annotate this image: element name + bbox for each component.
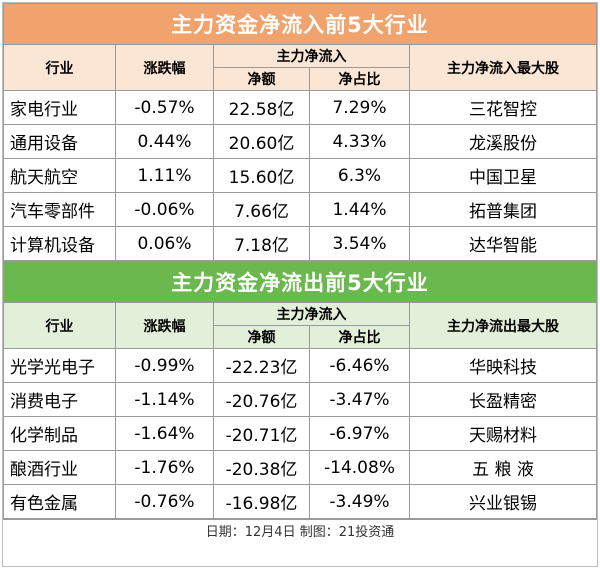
amount-cell: 7.66亿	[213, 192, 310, 227]
industry-cell: 汽车零部件	[3, 192, 116, 227]
table-row: 有色金属 -0.76% -16.98亿 -3.49% 兴业银锡	[3, 484, 597, 519]
change-cell: -1.76%	[115, 450, 214, 485]
table-row: 通用设备 0.44% 20.60亿 4.33% 龙溪股份	[3, 124, 597, 159]
industry-cell: 酿酒行业	[3, 450, 116, 485]
change-cell: -0.57%	[115, 90, 214, 125]
inflow-header-change: 涨跌幅	[115, 44, 214, 91]
change-cell: -1.64%	[115, 416, 214, 451]
industry-cell: 光学光电子	[3, 348, 116, 383]
stock-cell: 兴业银锡	[409, 484, 597, 519]
change-cell: -0.76%	[115, 484, 214, 519]
ratio-cell: -3.47%	[309, 382, 410, 417]
ratio-cell: -6.46%	[309, 348, 410, 383]
inflow-header-ratio: 净占比	[309, 67, 410, 91]
amount-cell: -20.71亿	[213, 416, 310, 451]
amount-cell: 20.60亿	[213, 124, 310, 159]
change-cell: 1.11%	[115, 158, 214, 193]
table-row: 消费电子 -1.14% -20.76亿 -3.47% 长盈精密	[3, 382, 597, 417]
ratio-cell: 1.44%	[309, 192, 410, 227]
outflow-title: 主力资金净流出前5大行业	[3, 261, 597, 303]
change-cell: -1.14%	[115, 382, 214, 417]
industry-cell: 通用设备	[3, 124, 116, 159]
ratio-cell: 4.33%	[309, 124, 410, 159]
industry-cell: 计算机设备	[3, 226, 116, 261]
ratio-cell: 7.29%	[309, 90, 410, 125]
stock-cell: 天赐材料	[409, 416, 597, 451]
amount-cell: -22.23亿	[213, 348, 310, 383]
table-row: 航天航空 1.11% 15.60亿 6.3% 中国卫星	[3, 158, 597, 193]
stock-cell: 龙溪股份	[409, 124, 597, 159]
amount-cell: -20.38亿	[213, 450, 310, 485]
industry-cell: 航天航空	[3, 158, 116, 193]
industry-cell: 消费电子	[3, 382, 116, 417]
stock-cell: 长盈精密	[409, 382, 597, 417]
industry-cell: 有色金属	[3, 484, 116, 519]
table-row: 酿酒行业 -1.76% -20.38亿 -14.08% 五 粮 液	[3, 450, 597, 485]
amount-cell: 22.58亿	[213, 90, 310, 125]
stock-cell: 华映科技	[409, 348, 597, 383]
table-row: 家电行业 -0.57% 22.58亿 7.29% 三花智控	[3, 90, 597, 125]
table-row: 汽车零部件 -0.06% 7.66亿 1.44% 拓普集团	[3, 192, 597, 227]
stock-cell: 达华智能	[409, 226, 597, 261]
table-row: 光学光电子 -0.99% -22.23亿 -6.46% 华映科技	[3, 348, 597, 383]
amount-cell: -16.98亿	[213, 484, 310, 519]
inflow-header-top-stock: 主力净流入最大股	[409, 44, 597, 91]
ratio-cell: 6.3%	[309, 158, 410, 193]
stock-cell: 三花智控	[409, 90, 597, 125]
inflow-header-industry: 行业	[3, 44, 116, 91]
inflow-header-amount: 净额	[213, 67, 310, 91]
amount-cell: 7.18亿	[213, 226, 310, 261]
stock-cell: 五 粮 液	[409, 450, 597, 485]
industry-cell: 家电行业	[3, 90, 116, 125]
ratio-cell: 3.54%	[309, 226, 410, 261]
outflow-header-change: 涨跌幅	[115, 302, 214, 349]
inflow-header-group: 主力净流入	[213, 44, 410, 68]
outflow-header-ratio: 净占比	[309, 325, 410, 349]
amount-cell: 15.60亿	[213, 158, 310, 193]
stock-cell: 拓普集团	[409, 192, 597, 227]
change-cell: 0.44%	[115, 124, 214, 159]
amount-cell: -20.76亿	[213, 382, 310, 417]
industry-cell: 化学制品	[3, 416, 116, 451]
outflow-header-top-stock: 主力净流出最大股	[409, 302, 597, 349]
inflow-table: 主力资金净流入前5大行业 行业 涨跌幅 主力净流入 主力净流入最大股 净额 净占…	[3, 3, 597, 261]
ratio-cell: -3.49%	[309, 484, 410, 519]
change-cell: -0.06%	[115, 192, 214, 227]
ratio-cell: -6.97%	[309, 416, 410, 451]
outflow-header-group: 主力净流入	[213, 302, 410, 326]
stock-cell: 中国卫星	[409, 158, 597, 193]
change-cell: -0.99%	[115, 348, 214, 383]
footer-credit: 日期：12月4日 制图：21投资通	[3, 519, 597, 546]
outflow-table: 主力资金净流出前5大行业 行业 涨跌幅 主力净流入 主力净流出最大股 净额 净占…	[3, 261, 597, 519]
table-row: 化学制品 -1.64% -20.71亿 -6.97% 天赐材料	[3, 416, 597, 451]
outflow-header-amount: 净额	[213, 325, 310, 349]
inflow-title: 主力资金净流入前5大行业	[3, 3, 597, 45]
outflow-header-industry: 行业	[3, 302, 116, 349]
ratio-cell: -14.08%	[309, 450, 410, 485]
table-row: 计算机设备 0.06% 7.18亿 3.54% 达华智能	[3, 226, 597, 261]
change-cell: 0.06%	[115, 226, 214, 261]
